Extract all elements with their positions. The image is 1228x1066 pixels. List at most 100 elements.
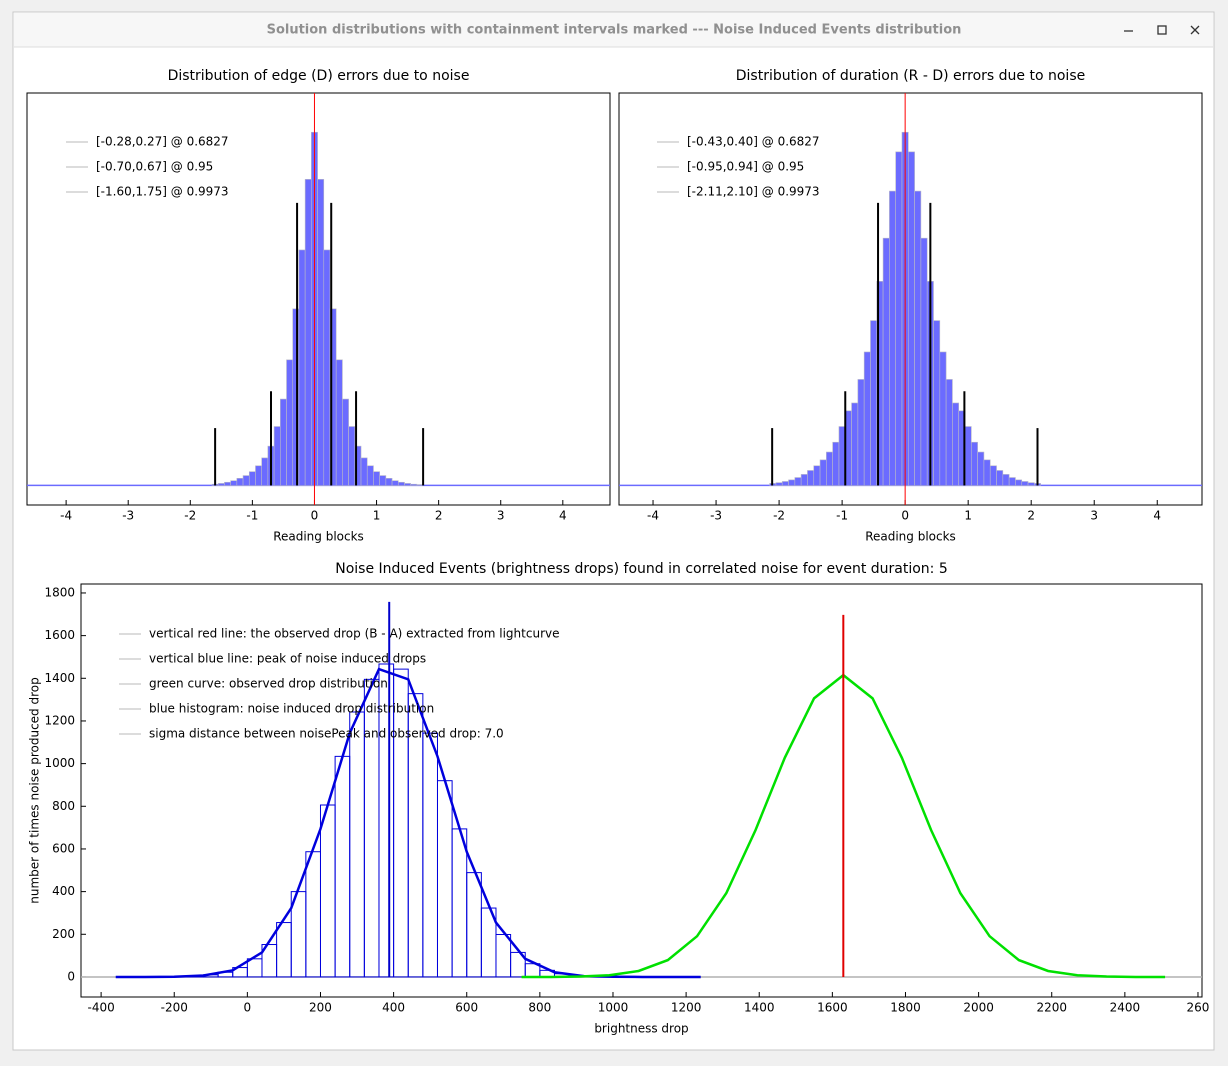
histogram-bar: [1021, 481, 1029, 486]
histogram-bar: [914, 190, 922, 486]
histogram-bar: [857, 379, 865, 486]
histogram-bar: [977, 451, 985, 486]
histogram-bar: [971, 441, 978, 486]
x-tick-label: 4: [559, 509, 567, 523]
x-tick-label: -4: [647, 509, 659, 523]
legend-label: blue histogram: noise induced drop distr…: [149, 702, 434, 716]
histogram-bar: [373, 471, 380, 486]
x-tick-label: 4: [1153, 509, 1161, 523]
histogram-bar: [385, 478, 393, 486]
histogram-bar: [933, 320, 941, 486]
y-tick-label: 1200: [44, 713, 75, 727]
x-tick-label: -1: [836, 509, 848, 523]
chart-title: Distribution of edge (D) errors due to n…: [168, 68, 470, 84]
x-tick-label: 1800: [890, 1001, 921, 1015]
y-tick-label: 600: [52, 841, 75, 855]
chart-title: Noise Induced Events (brightness drops) …: [335, 561, 948, 577]
legend-label: [-0.95,0.94] @ 0.95: [687, 160, 804, 174]
x-tick-label: 1: [373, 509, 381, 523]
x-tick-label: -400: [87, 1001, 114, 1015]
y-tick-label: 200: [52, 927, 75, 941]
x-tick-label: 0: [244, 1001, 252, 1015]
histogram-bar: [781, 481, 789, 486]
x-tick-label: 3: [497, 509, 505, 523]
histogram-bar: [280, 398, 287, 486]
x-tick-label: 0: [311, 509, 319, 523]
histogram-bar: [945, 379, 953, 486]
plot-area: [80, 583, 1203, 998]
y-tick-label: 1400: [44, 671, 75, 685]
histogram-bar: [366, 465, 374, 486]
histogram-bar: [826, 451, 833, 486]
y-tick-label: 400: [52, 884, 75, 898]
y-tick-label: 800: [52, 799, 75, 813]
x-tick-label: -2: [773, 509, 785, 523]
histogram-bar: [832, 441, 840, 486]
histogram-bar: [851, 402, 859, 486]
histogram-bar: [870, 320, 878, 486]
chart-title: Distribution of duration (R - D) errors …: [736, 68, 1085, 84]
histogram-bar: [788, 479, 796, 486]
x-tick-label: 800: [528, 1001, 551, 1015]
histogram-bar: [807, 470, 815, 486]
histogram-bar: [775, 482, 783, 486]
histogram-bar: [1008, 477, 1016, 486]
histogram-bar: [261, 457, 269, 486]
x-tick-label: 2000: [963, 1001, 994, 1015]
legend-label: [-1.60,1.75] @ 0.9973: [96, 185, 229, 199]
y-tick-label: 1000: [44, 756, 75, 770]
histogram-bar: [323, 249, 331, 486]
legend-label: green curve: observed drop distribution: [149, 677, 388, 691]
histogram-bar: [1027, 482, 1035, 486]
x-tick-label: 1000: [598, 1001, 629, 1015]
histogram-bar: [920, 237, 928, 486]
legend-label: [-0.43,0.40] @ 0.6827: [687, 135, 820, 149]
legend-label: [-0.28,0.27] @ 0.6827: [96, 135, 229, 149]
histogram-bar: [939, 351, 947, 486]
x-tick-label: 2: [1027, 509, 1035, 523]
y-tick-label: 1800: [44, 585, 75, 599]
close-button[interactable]: [1190, 25, 1200, 35]
title-bar: [14, 13, 1213, 47]
x-tick-label: -200: [161, 1001, 188, 1015]
histogram-bar: [794, 477, 802, 486]
histogram-bar: [360, 457, 368, 486]
x-tick-label: 400: [382, 1001, 405, 1015]
x-axis-label: Reading blocks: [273, 530, 364, 544]
histogram-bar: [236, 478, 244, 486]
histogram-bar: [907, 151, 915, 486]
histogram-bar: [819, 459, 827, 486]
y-tick-label: 1600: [44, 628, 75, 642]
histogram-bar: [298, 249, 306, 486]
x-tick-label: 200: [309, 1001, 332, 1015]
histogram-bar: [813, 465, 821, 486]
histogram-bar: [895, 151, 903, 486]
maximize-button[interactable]: [1157, 25, 1167, 35]
histogram-bar: [983, 459, 991, 486]
x-tick-label: 3: [1090, 509, 1098, 523]
legend-label: sigma distance between noisePeak and obs…: [149, 727, 504, 741]
x-tick-label: -3: [710, 509, 722, 523]
x-tick-label: -2: [184, 509, 196, 523]
histogram-bar: [342, 398, 349, 486]
histogram-bar: [391, 480, 399, 486]
histogram-bar: [889, 190, 896, 486]
x-tick-label: -4: [60, 509, 72, 523]
x-axis-label: Reading blocks: [865, 530, 956, 544]
legend-label: vertical red line: the observed drop (B …: [149, 627, 559, 641]
histogram-bar: [286, 359, 294, 486]
legend-label: [-2.11,2.10] @ 0.9973: [687, 185, 820, 199]
histogram-bar: [379, 475, 387, 486]
x-tick-label: 260: [1187, 1001, 1210, 1015]
histogram-bar: [882, 237, 890, 486]
y-tick-label: 0: [67, 969, 75, 983]
histogram-bar: [304, 179, 312, 486]
x-tick-label: 2200: [1036, 1001, 1067, 1015]
histogram-bar: [1002, 474, 1010, 486]
x-tick-label: -1: [246, 509, 258, 523]
x-tick-label: 1600: [817, 1001, 848, 1015]
histogram-bar: [273, 426, 281, 486]
x-tick-label: 1: [964, 509, 972, 523]
